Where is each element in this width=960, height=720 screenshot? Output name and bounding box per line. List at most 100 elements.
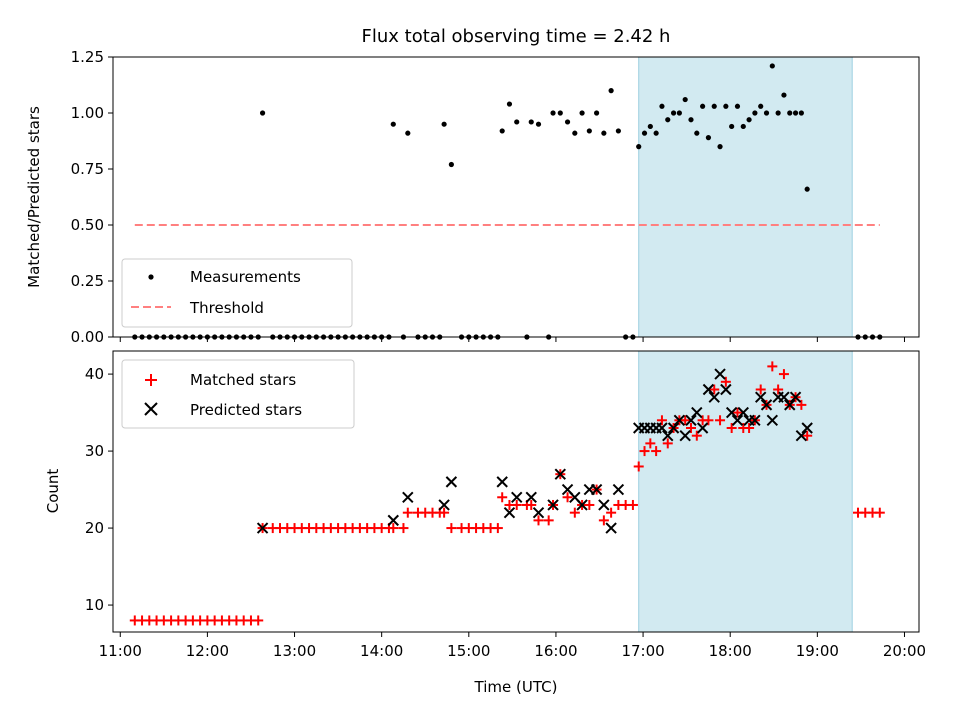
legend-measurements-label: Measurements [190, 268, 301, 286]
predicted-star-point [598, 499, 610, 511]
x-stroke-b [714, 368, 726, 380]
y-tick-label: 0.50 [71, 216, 104, 234]
x-tick-label: 16:00 [534, 642, 577, 660]
x-stroke-b [708, 391, 720, 403]
x-stroke-b [667, 422, 680, 434]
measurement-point [798, 110, 804, 116]
measurement-point [705, 135, 712, 141]
predicted-star-point [737, 406, 749, 419]
x-tick-label: 19:00 [796, 642, 839, 660]
x-stroke-b [731, 414, 744, 426]
x-stroke-b [685, 414, 697, 426]
x-stroke-b [725, 406, 738, 419]
measurement-point [653, 130, 659, 136]
x-stroke-b [737, 406, 749, 419]
predicted-star-point [778, 391, 790, 403]
predicted-stars-points [256, 368, 813, 534]
x-stroke-b [766, 414, 779, 426]
predicted-star-point [708, 391, 720, 403]
predicted-star-point [387, 514, 399, 527]
legend-predicted-marker [144, 402, 158, 416]
x-stroke-b [256, 522, 269, 534]
predicted-star-point [667, 422, 680, 434]
chart-title: Flux total observing time = 2.42 h [362, 26, 671, 47]
matched-star-point [402, 507, 413, 518]
measurement-point [390, 121, 396, 127]
legend-measurements-marker [148, 274, 154, 280]
measurement-point [676, 110, 682, 116]
x-stroke-b [778, 391, 790, 403]
measurement-point [601, 130, 607, 136]
x-axis-label: Time (UTC) [474, 678, 558, 696]
x-tick-label: 18:00 [709, 642, 752, 660]
y-tick-label: 30 [85, 442, 104, 460]
x-stroke-b [760, 399, 773, 411]
x-stroke-b [801, 422, 813, 434]
measurement-point [636, 144, 642, 150]
matched-star-point [497, 492, 508, 503]
legend-threshold-label: Threshold [189, 299, 264, 317]
bottom-legend-box [121, 359, 355, 429]
predicted-star-point [691, 406, 703, 419]
x-stroke-b [784, 399, 796, 411]
x-tick-label: 17:00 [621, 642, 664, 660]
measurement-point [700, 103, 706, 109]
top-legend-box [121, 258, 353, 328]
x-stroke-b [662, 429, 674, 442]
matched-star-point [562, 492, 573, 503]
top-axes-frame [112, 56, 920, 338]
y-tick-label: 1.25 [71, 48, 104, 66]
measurement-point [763, 110, 770, 116]
x-stroke-b [598, 499, 610, 511]
predicted-star-point [532, 506, 545, 519]
matched-star-point [773, 384, 784, 395]
matched-star-point [744, 422, 755, 433]
measurement-point [586, 128, 592, 134]
y-tick-label: 0.75 [71, 160, 104, 178]
measurement-point [564, 119, 571, 125]
measurement-point [641, 130, 648, 136]
legend-predicted-label: Predicted stars [190, 401, 302, 419]
matched-star-point [703, 415, 714, 426]
bottom-legend: Matched stars Predicted stars [121, 359, 355, 429]
predicted-star-point [795, 429, 808, 442]
measurement-point [787, 110, 793, 116]
measurement-point [594, 110, 600, 116]
predicted-star-point [590, 483, 603, 496]
matched-star-point [598, 515, 609, 526]
top-y-axis: 0.00 0.25 0.50 0.75 1.00 1.25 [71, 48, 113, 346]
x-stroke-b [496, 476, 508, 488]
measurement-point [506, 101, 513, 107]
measurement-point [746, 117, 752, 123]
predicted-star-point [662, 429, 674, 442]
matched-star-point [662, 438, 673, 449]
x-tick-label: 12:00 [186, 642, 229, 660]
matched-star-point [778, 369, 789, 380]
measurement-point [740, 123, 746, 130]
x-stroke-b [696, 422, 709, 434]
measurement-point [729, 123, 735, 130]
x-stroke-b [789, 391, 802, 403]
x-stroke-b [402, 491, 414, 503]
x-stroke-b [525, 491, 537, 503]
matched-star-point [802, 430, 813, 441]
predicted-star-point [554, 468, 567, 480]
predicted-star-point [720, 383, 732, 396]
y-tick-label: 1.00 [71, 104, 104, 122]
matched-star-point [606, 507, 617, 518]
matched-star-point [767, 361, 778, 372]
x-stroke-b [679, 429, 691, 442]
predicted-star-point [760, 399, 773, 411]
bottom-x-axis: 11:00 12:00 13:00 14:00 15:00 16:00 17:00 18:00… [99, 632, 926, 660]
bottom-shaded-span [638, 350, 853, 633]
measurement-point [608, 88, 614, 94]
matched-star-point [691, 430, 702, 441]
x-stroke-b [590, 483, 603, 496]
predicted-star-point [673, 414, 686, 426]
top-legend: Measurements Threshold [121, 258, 353, 328]
measurement-point [405, 130, 411, 136]
top-panel: Flux total observing time = 2.42 h 0.000… [25, 26, 920, 346]
matched-star-point [533, 515, 544, 526]
